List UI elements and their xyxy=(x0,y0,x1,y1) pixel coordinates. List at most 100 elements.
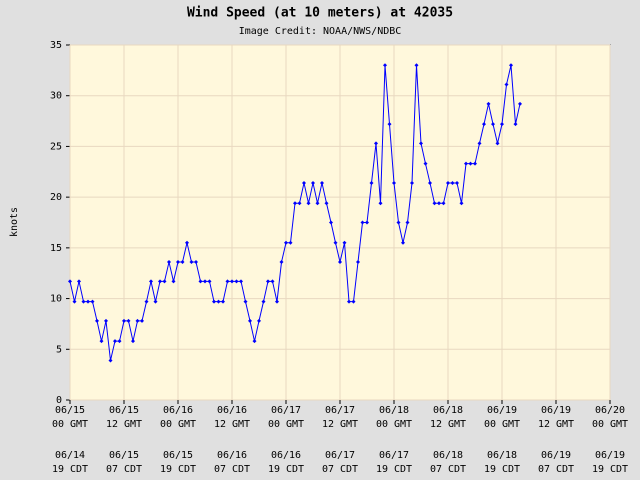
x-tick-label-local: 06/16 19 CDT xyxy=(267,450,305,475)
data-point xyxy=(504,82,509,87)
data-point xyxy=(248,318,252,323)
data-point xyxy=(369,180,374,185)
data-point xyxy=(338,260,342,265)
data-point xyxy=(360,220,365,225)
data-point xyxy=(486,101,491,106)
data-point xyxy=(194,260,198,265)
data-point xyxy=(140,318,144,323)
data-point xyxy=(513,122,518,127)
x-tick-label: 06/16 12 GMT xyxy=(213,405,251,430)
y-tick-label: 5 xyxy=(56,344,62,355)
data-point xyxy=(423,161,428,166)
chart-subtitle: Image Credit: NOAA/NWS/NDBC xyxy=(239,26,402,37)
data-point xyxy=(252,339,257,344)
x-tick-label: 06/19 12 GMT xyxy=(537,405,575,430)
data-point xyxy=(342,240,347,245)
y-tick-label: 25 xyxy=(50,141,62,152)
x-tick-label: 06/16 00 GMT xyxy=(159,405,197,430)
y-axis-label: knots xyxy=(9,207,20,237)
data-point xyxy=(279,260,284,265)
data-point xyxy=(329,220,333,225)
data-point xyxy=(410,180,414,185)
data-point xyxy=(477,141,482,146)
data-point xyxy=(261,299,266,304)
data-point xyxy=(401,240,405,245)
data-point xyxy=(158,279,162,284)
data-point xyxy=(509,63,513,68)
x-tick-label: 06/15 00 GMT xyxy=(51,405,89,430)
y-tick-label: 15 xyxy=(50,243,62,254)
data-point xyxy=(135,318,140,323)
x-tick-label: 06/18 12 GMT xyxy=(429,405,467,430)
y-tick-label: 30 xyxy=(50,91,62,102)
data-point xyxy=(482,122,486,127)
data-point xyxy=(203,279,207,284)
data-point xyxy=(108,358,113,363)
data-point xyxy=(491,122,495,127)
data-point xyxy=(414,63,419,68)
chart-title: Wind Speed (at 10 meters) at 42035 xyxy=(187,6,453,21)
data-point xyxy=(176,260,180,265)
data-point xyxy=(153,299,158,304)
data-point xyxy=(266,279,270,284)
data-point xyxy=(162,279,167,284)
x-tick-label: 06/18 00 GMT xyxy=(375,405,413,430)
data-point xyxy=(374,141,378,146)
x-tick-label-local: 06/16 07 CDT xyxy=(213,450,251,475)
data-point xyxy=(450,180,455,185)
y-tick-label: 0 xyxy=(56,395,62,406)
data-point xyxy=(144,299,149,304)
data-point xyxy=(95,318,99,323)
x-tick-label-local: 06/15 19 CDT xyxy=(159,450,197,475)
data-point xyxy=(302,180,306,185)
data-point xyxy=(351,299,356,304)
data-point xyxy=(171,279,176,284)
data-point xyxy=(473,161,477,166)
data-point xyxy=(185,240,189,245)
y-tick-label: 20 xyxy=(50,192,62,203)
data-point xyxy=(225,279,230,284)
data-point xyxy=(104,318,108,323)
data-point xyxy=(86,299,90,304)
x-tick-label-local: 06/15 07 CDT xyxy=(105,450,143,475)
data-point xyxy=(243,299,248,304)
data-point xyxy=(122,318,126,323)
data-point xyxy=(99,339,104,344)
data-point xyxy=(468,161,473,166)
data-point xyxy=(275,299,279,304)
data-point xyxy=(455,180,459,185)
data-point xyxy=(315,201,320,206)
data-point xyxy=(459,201,464,206)
data-point xyxy=(392,180,396,185)
y-tick-label: 35 xyxy=(50,40,62,51)
data-point xyxy=(441,201,446,206)
data-point xyxy=(387,122,392,127)
x-tick-label: 06/19 00 GMT xyxy=(483,405,521,430)
data-point xyxy=(464,161,468,166)
data-point xyxy=(239,279,243,284)
data-point xyxy=(446,180,450,185)
data-point xyxy=(212,299,216,304)
data-point xyxy=(419,141,423,146)
data-point xyxy=(405,220,410,225)
data-point xyxy=(77,279,81,284)
data-point xyxy=(288,240,293,245)
data-point xyxy=(113,339,117,344)
data-point xyxy=(90,299,95,304)
data-point xyxy=(234,279,239,284)
data-point xyxy=(428,180,432,185)
data-point xyxy=(347,299,351,304)
x-tick-label-local: 06/14 19 CDT xyxy=(51,450,89,475)
data-point xyxy=(365,220,369,225)
x-tick-label: 06/20 00 GMT xyxy=(591,405,629,430)
data-point xyxy=(383,63,387,68)
x-tick-label-local: 06/19 19 CDT xyxy=(591,450,629,475)
data-point xyxy=(324,201,329,206)
y-tick-label: 10 xyxy=(50,294,62,305)
data-point xyxy=(68,279,72,284)
data-point xyxy=(180,260,185,265)
data-point xyxy=(167,260,171,265)
x-tick-label: 06/17 12 GMT xyxy=(321,405,359,430)
data-point xyxy=(284,240,288,245)
data-point xyxy=(189,260,194,265)
